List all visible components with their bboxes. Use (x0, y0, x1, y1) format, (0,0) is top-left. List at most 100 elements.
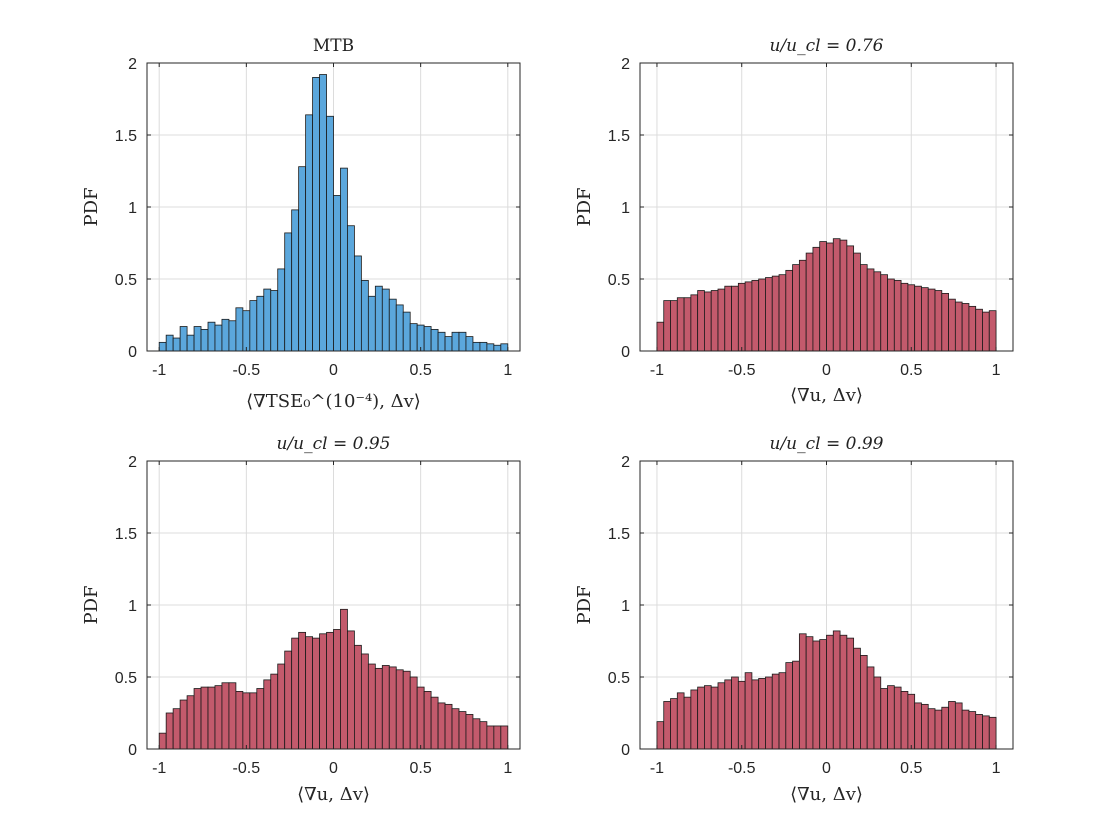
histogram-bar (988, 310, 997, 352)
histogram-bar (242, 310, 251, 352)
x-tick-label: -1 (152, 362, 166, 379)
y-tick-label: 1 (128, 598, 137, 615)
y-tick-label: 2 (128, 454, 137, 471)
histogram-bar (914, 285, 922, 352)
histogram-bar (451, 331, 460, 352)
histogram-bar (458, 711, 467, 750)
histogram-bar (347, 225, 355, 352)
histogram-bar (472, 341, 481, 352)
histogram-bar (430, 328, 439, 352)
histogram-bar (758, 678, 766, 750)
histogram-bar (853, 252, 861, 352)
histogram-bar (465, 714, 474, 750)
histogram-bar (676, 692, 685, 750)
histogram-bar (846, 637, 855, 750)
y-tick-label: 0 (621, 344, 630, 361)
histogram-bar (186, 695, 195, 750)
histogram-bar (500, 725, 509, 750)
histogram-bar (724, 285, 732, 352)
histogram-bar (430, 696, 439, 750)
histogram-bar (284, 650, 293, 750)
histogram-bar (941, 706, 949, 750)
histogram-bar (954, 702, 963, 750)
histogram-bar (697, 686, 705, 750)
histogram-bar (437, 331, 446, 352)
x-axis-label: ⟨∇u, Δv⟩ (790, 385, 863, 406)
histogram-bar (221, 318, 230, 352)
histogram-bar (444, 336, 453, 352)
histogram-bar (214, 324, 223, 352)
histogram-bar (704, 685, 712, 750)
histogram-bar (798, 633, 807, 750)
histogram-bar (819, 639, 827, 750)
histogram-bar (785, 662, 793, 750)
x-tick-label: -1 (650, 760, 664, 777)
panel-u-ucl-095: -1 -0.5 0 0.5 1 0 0.5 1 1.5 2 u/u_cl = 0.95 PDF ⟨… (81, 434, 521, 805)
histogram-bar (235, 307, 244, 352)
histogram-bar (172, 708, 181, 750)
histogram-bar (312, 637, 320, 750)
panel-u-ucl-076: -1 -0.5 0 0.5 1 0 0.5 1 1.5 2 u/u_cl = 0.76 PDF ⟨… (574, 36, 1014, 406)
histogram-bar (765, 676, 773, 750)
histogram-bar (326, 631, 334, 750)
histogram-bar (710, 686, 719, 750)
histogram-bar (256, 295, 265, 352)
histogram-bar (277, 268, 286, 352)
y-axis-label: PDF (81, 585, 102, 624)
histogram-bar (724, 679, 732, 750)
x-tick-label: 0.5 (410, 760, 432, 777)
histogram-bar (263, 288, 272, 352)
histogram-bar (880, 274, 888, 352)
histogram-bar (381, 665, 390, 750)
histogram-bar (839, 239, 848, 352)
x-tick-label: 0 (329, 760, 338, 777)
histogram-bar (395, 304, 404, 352)
histogram-bar (214, 685, 223, 750)
x-tick-label: 1 (503, 362, 512, 379)
histogram-bar (717, 682, 726, 750)
x-tick-label: 0 (822, 362, 831, 379)
histogram-bar (451, 708, 460, 750)
histogram-bar (179, 699, 188, 750)
histogram-bar (472, 718, 481, 750)
histogram-bar (893, 686, 902, 750)
histogram-bar (479, 341, 488, 352)
histogram-bar (663, 300, 671, 352)
histogram-bar (873, 676, 882, 750)
histogram-bar (493, 725, 502, 750)
x-tick-label: 0.5 (410, 362, 432, 379)
histogram-bar (771, 275, 780, 352)
histogram-bar (737, 680, 746, 750)
histogram-bar (697, 290, 705, 352)
histogram-bar (388, 666, 397, 750)
x-tick-label: -0.5 (728, 760, 756, 777)
x-tick-label: 0.5 (900, 760, 922, 777)
histogram-bar (409, 323, 418, 352)
histogram-bar (656, 321, 665, 352)
histogram-bar (758, 278, 766, 352)
histogram-bar (207, 686, 216, 750)
histogram-bar (853, 647, 861, 750)
histogram-bar (982, 311, 990, 352)
histogram-bar (934, 290, 943, 352)
y-tick-label: 0 (128, 344, 137, 361)
x-tick-label: 1 (992, 362, 1001, 379)
histogram-bar (305, 636, 313, 750)
histogram-bar (731, 285, 739, 352)
histogram-bar (374, 285, 383, 352)
histogram-bar (242, 692, 251, 750)
histogram-bar (291, 637, 300, 750)
histogram-bar (934, 709, 943, 750)
histogram-bar (670, 300, 678, 352)
histogram-bar (312, 77, 320, 352)
histogram-bar (179, 326, 188, 352)
histogram-bar (437, 702, 446, 750)
histogram-bar (792, 660, 800, 750)
x-tick-label: -1 (650, 362, 664, 379)
histogram-bar (444, 703, 453, 750)
histogram-bar (340, 167, 348, 352)
histogram-bar (284, 232, 293, 352)
histogram-bar (812, 246, 821, 352)
histogram-bar (771, 673, 780, 750)
histogram-bar (887, 685, 895, 750)
